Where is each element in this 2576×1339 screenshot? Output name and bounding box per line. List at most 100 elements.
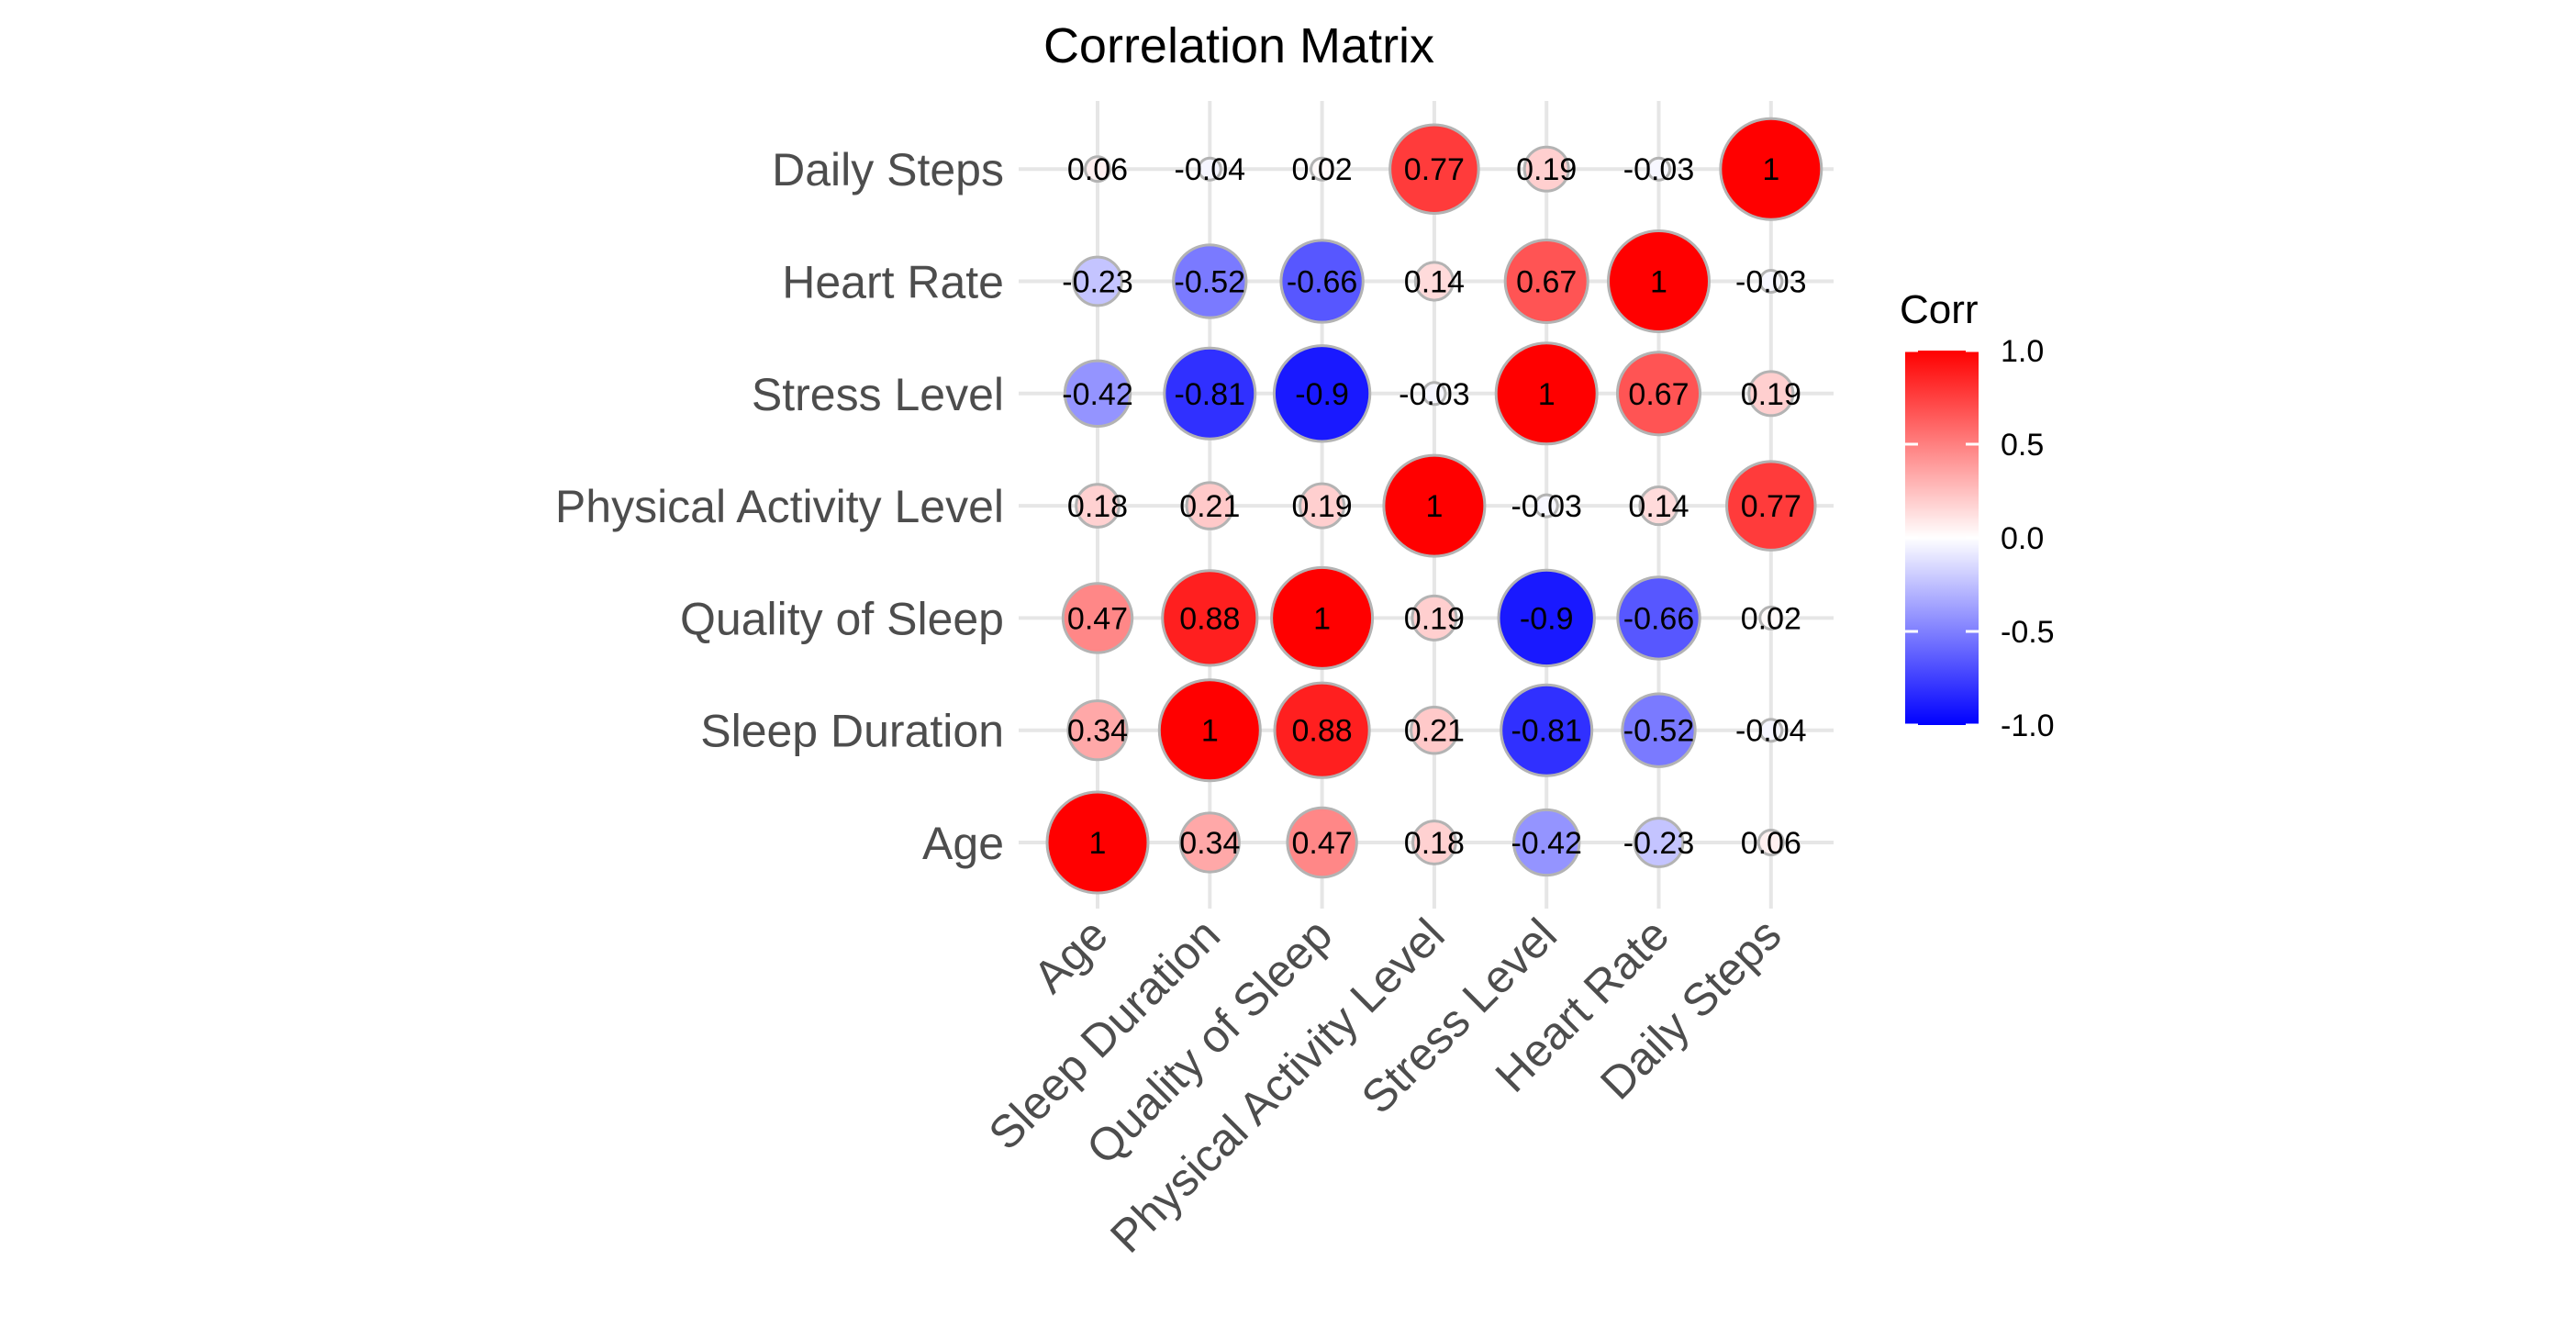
legend-title: Corr [1900,287,1979,332]
cell-value-label: -0.23 [1062,265,1133,300]
cell-value-label: 1 [1089,826,1107,861]
cell-value-label: 0.21 [1179,489,1240,524]
cell-value-label: -0.03 [1735,265,1807,300]
cell-value-label: 0.21 [1404,714,1465,749]
cell-circle-stress-level-quality-of-sleep [1272,344,1372,443]
cell-value-label: 0.19 [1292,489,1353,524]
cell-circle-quality-of-sleep-quality-of-sleep [1270,565,1375,670]
cell-value-label: -0.04 [1735,714,1807,749]
cell-circle-sleep-duration-heart-rate [1621,692,1697,768]
chart-title: Correlation Matrix [1043,18,1434,73]
cell-circle-age-daily-steps [1756,829,1785,856]
cell-value-label: -0.42 [1511,826,1582,861]
cell-circle-daily-steps-sleep-duration [1197,156,1222,182]
cell-circle-stress-level-heart-rate [1615,351,1702,437]
cell-circle-quality-of-sleep-stress-level [1497,568,1596,668]
cell-value-label: 1 [1201,714,1219,749]
cell-circle-sleep-duration-daily-steps [1758,718,1784,743]
cell-circle-sleep-duration-physical-activity-level [1410,705,1459,755]
y-tick-label-stress-level: Stress Level [752,369,1004,420]
cell-value-label: 1 [1538,377,1556,412]
cell-value-label: 0.34 [1179,826,1240,861]
cell-circle-physical-activity-level-physical-activity-level [1382,453,1487,558]
cell-circle-physical-activity-level-age [1075,483,1121,529]
cell-value-label: 0.88 [1292,714,1353,749]
cell-value-label: 0.14 [1628,489,1689,524]
cell-value-label: 0.19 [1404,601,1465,636]
y-tick-label-heart-rate: Heart Rate [782,257,1004,308]
cell-value-label: 0.77 [1741,489,1801,524]
cell-circle-physical-activity-level-heart-rate [1638,485,1679,527]
cell-circle-age-physical-activity-level [1411,820,1457,865]
cell-value-label: -0.42 [1062,377,1133,412]
cell-value-label: -0.52 [1623,714,1695,749]
cell-value-label: -0.04 [1175,152,1246,187]
cell-circle-age-quality-of-sleep [1286,806,1358,879]
cell-value-label: -0.03 [1399,377,1470,412]
cell-value-label: -0.81 [1175,377,1246,412]
cell-value-label: 0.06 [1741,826,1801,861]
cell-value-label: 0.18 [1067,489,1128,524]
cell-value-label: 0.06 [1067,152,1128,187]
cell-value-label: -0.9 [1295,377,1349,412]
cell-circle-physical-activity-level-quality-of-sleep [1299,482,1346,530]
cell-circle-stress-level-physical-activity-level [1422,381,1447,407]
color-legend: Corr 1.0 0.5 0.0 -0.5 -1.0 [1900,287,2055,743]
cell-circle-daily-steps-daily-steps [1719,117,1823,221]
cell-value-label: 0.77 [1404,152,1465,187]
cell-circle-quality-of-sleep-daily-steps [1758,605,1784,630]
legend-tick-label: -0.5 [2001,615,2055,650]
cell-value-label: -0.9 [1520,601,1574,636]
cell-value-label: 0.19 [1741,377,1801,412]
cell-value-label: -0.81 [1511,714,1582,749]
cell-circle-age-stress-level [1512,808,1581,877]
cell-circle-daily-steps-stress-level [1522,145,1570,193]
y-tick-label-quality-of-sleep: Quality of Sleep [680,593,1004,644]
cell-circle-stress-level-sleep-duration [1163,346,1257,441]
cell-circle-quality-of-sleep-heart-rate [1616,575,1701,661]
cell-value-label: 1 [1425,489,1443,524]
y-tick-label-physical-activity-level: Physical Activity Level [555,481,1004,532]
cell-circle-heart-rate-physical-activity-level [1413,261,1455,302]
cell-circle-heart-rate-sleep-duration [1172,243,1248,319]
cell-circle-physical-activity-level-stress-level [1533,493,1559,519]
y-tick-label-sleep-duration: Sleep Duration [700,706,1004,757]
cell-value-label: 0.02 [1292,152,1353,187]
cell-value-label: 0.14 [1404,265,1465,300]
cell-circle-heart-rate-quality-of-sleep [1279,239,1365,324]
cell-value-label: 1 [1762,152,1779,187]
cell-circle-sleep-duration-age [1066,699,1129,762]
cell-value-label: 0.47 [1067,601,1128,636]
cell-value-label: 0.88 [1179,601,1240,636]
cell-circle-quality-of-sleep-sleep-duration [1161,569,1259,667]
cell-circle-age-heart-rate [1633,817,1685,868]
cell-value-label: 0.67 [1516,265,1577,300]
cell-circle-daily-steps-physical-activity-level [1388,123,1480,215]
cell-circle-daily-steps-age [1084,155,1111,184]
cell-circle-quality-of-sleep-physical-activity-level [1411,594,1458,642]
cell-value-label: -0.66 [1623,601,1695,636]
cell-value-label: -0.03 [1511,489,1582,524]
cell-circle-sleep-duration-quality-of-sleep [1273,681,1371,779]
cell-value-label: 0.34 [1067,714,1128,749]
cell-circle-sleep-duration-sleep-duration [1157,678,1262,783]
cell-circle-stress-level-daily-steps [1747,370,1795,418]
cell-value-label: -0.52 [1175,265,1246,300]
legend-tick-label: 1.0 [2001,334,2044,369]
cell-circle-stress-level-age [1063,359,1132,428]
cell-circle-physical-activity-level-daily-steps [1725,460,1817,552]
legend-tick-label: -1.0 [2001,709,2055,743]
cell-value-label: -0.66 [1287,265,1358,300]
legend-tick-label: 0.0 [2001,521,2044,556]
cell-value-label: 0.02 [1741,601,1801,636]
cell-circle-heart-rate-daily-steps [1758,269,1784,294]
cell-value-label: 0.19 [1516,152,1577,187]
cell-circle-quality-of-sleep-age [1061,582,1134,654]
correlation-cells: 1 0.34 0.47 0.18 -0.42 -0.23 0.06 0.34 1 0.88 0.21… [1045,117,1823,895]
cell-value-label: 1 [1313,601,1331,636]
cell-circle-age-age [1045,790,1150,895]
legend-ticks: 1.0 0.5 0.0 -0.5 -1.0 [1905,334,2055,743]
legend-tick-label: 0.5 [2001,428,2044,463]
